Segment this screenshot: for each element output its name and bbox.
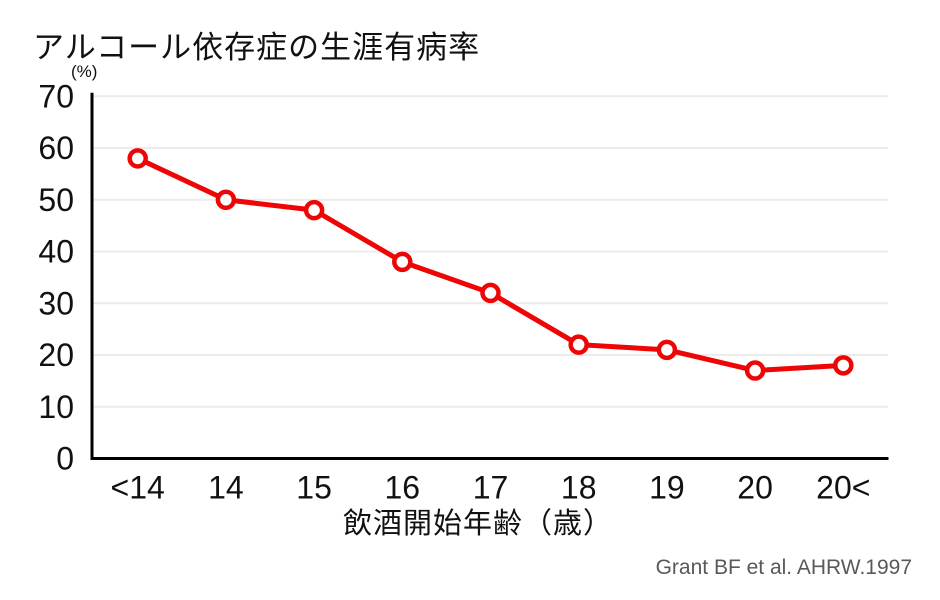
- data-point-marker: [656, 339, 678, 361]
- data-point-marker: [215, 189, 237, 211]
- y-tick-label: 10: [38, 389, 74, 425]
- chart-title: アルコール依存症の生涯有病率: [33, 30, 481, 65]
- x-tick-label: 15: [296, 470, 332, 506]
- x-tick-label: 14: [208, 470, 244, 506]
- data-point-marker: [480, 282, 501, 304]
- data-point-marker: [568, 334, 589, 355]
- y-tick-label: 40: [38, 234, 74, 270]
- x-tick-label: 19: [649, 470, 685, 506]
- x-tick-label: 20<: [816, 470, 870, 506]
- x-tick-label: <14: [111, 470, 165, 506]
- y-tick-label: 0: [56, 441, 74, 477]
- x-tick-label: 18: [561, 470, 597, 506]
- data-point-marker: [127, 148, 148, 169]
- y-tick-label: 60: [38, 130, 74, 166]
- y-tick-label: 30: [38, 285, 74, 321]
- x-axis-title: 飲酒開始年齢（歳）: [342, 508, 614, 540]
- source-citation: Grant BF et al. AHRW.1997: [655, 556, 912, 579]
- data-point-marker: [833, 355, 854, 376]
- x-tick-label: 17: [473, 470, 509, 506]
- data-point-marker: [392, 251, 413, 273]
- y-axis-unit-label: (%): [71, 62, 98, 81]
- data-line: [135, 155, 846, 374]
- x-tick-label: 20: [737, 470, 773, 506]
- data-point-marker: [744, 360, 766, 381]
- y-tick-label: 20: [38, 337, 74, 373]
- y-tick-label: 70: [38, 78, 74, 114]
- y-tick-label: 50: [38, 182, 74, 218]
- data-point-marker: [303, 199, 325, 221]
- x-tick-label: 16: [385, 470, 421, 506]
